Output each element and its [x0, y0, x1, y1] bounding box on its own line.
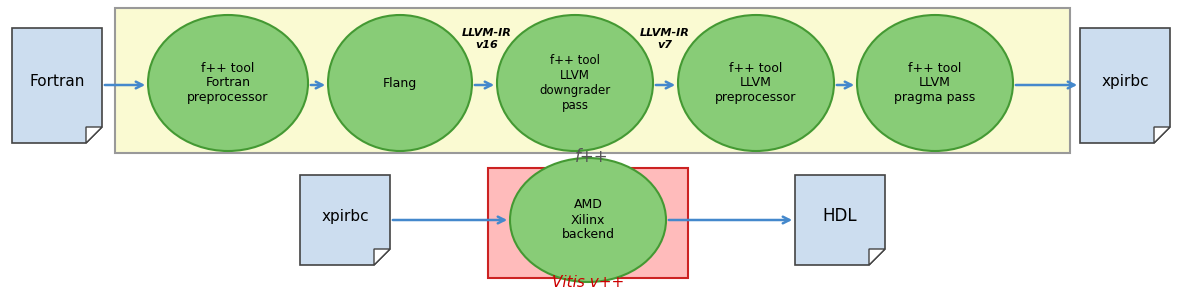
- Polygon shape: [869, 249, 885, 265]
- Text: Flang: Flang: [383, 77, 417, 90]
- Ellipse shape: [148, 15, 308, 151]
- Text: xpirbc: xpirbc: [1101, 74, 1149, 89]
- Text: xpirbc: xpirbc: [321, 208, 369, 223]
- Text: f++ tool
LLVM
preprocessor: f++ tool LLVM preprocessor: [715, 62, 797, 105]
- Polygon shape: [12, 28, 102, 143]
- Ellipse shape: [857, 15, 1013, 151]
- Text: LLVM-IR
v16: LLVM-IR v16: [463, 28, 512, 50]
- Ellipse shape: [510, 158, 667, 282]
- FancyBboxPatch shape: [115, 8, 1070, 153]
- Text: f++: f++: [575, 148, 608, 166]
- Text: f++ tool
LLVM
pragma pass: f++ tool LLVM pragma pass: [894, 62, 976, 105]
- FancyBboxPatch shape: [487, 168, 688, 278]
- Text: Fortran: Fortran: [30, 74, 84, 89]
- Text: f++ tool
LLVM
downgrader
pass: f++ tool LLVM downgrader pass: [540, 54, 611, 112]
- Text: Vitis v++: Vitis v++: [551, 275, 624, 290]
- Polygon shape: [374, 249, 390, 265]
- Polygon shape: [1080, 28, 1171, 143]
- Text: AMD
Xilinx
backend: AMD Xilinx backend: [561, 199, 614, 241]
- Polygon shape: [1154, 127, 1171, 143]
- Ellipse shape: [497, 15, 653, 151]
- Text: f++ tool
Fortran
preprocessor: f++ tool Fortran preprocessor: [187, 62, 269, 105]
- Text: LLVM-IR
v7: LLVM-IR v7: [640, 28, 690, 50]
- Polygon shape: [795, 175, 885, 265]
- Ellipse shape: [678, 15, 834, 151]
- Polygon shape: [87, 127, 102, 143]
- Polygon shape: [300, 175, 390, 265]
- Text: HDL: HDL: [823, 207, 857, 225]
- Ellipse shape: [329, 15, 472, 151]
